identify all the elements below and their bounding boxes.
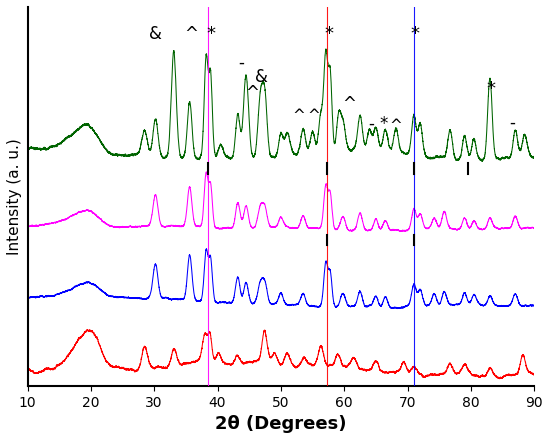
Text: *: *: [324, 25, 333, 43]
Text: *: *: [411, 25, 420, 43]
Text: ^: ^: [184, 25, 198, 43]
Text: *: *: [206, 25, 215, 43]
Text: ^: ^: [307, 108, 320, 123]
Text: -: -: [509, 114, 515, 132]
Text: -: -: [368, 115, 374, 133]
Text: *: *: [487, 80, 496, 98]
Text: -: -: [239, 54, 245, 72]
Text: ^: ^: [292, 108, 305, 123]
Y-axis label: Intensity (a. u.): Intensity (a. u.): [7, 138, 22, 255]
X-axis label: 2θ (Degrees): 2θ (Degrees): [215, 415, 346, 433]
Text: &: &: [255, 68, 268, 86]
Text: ^: ^: [390, 118, 403, 133]
Text: ^: ^: [245, 84, 259, 103]
Text: &: &: [149, 25, 162, 43]
Text: *: *: [379, 115, 388, 133]
Text: ^: ^: [342, 95, 356, 113]
